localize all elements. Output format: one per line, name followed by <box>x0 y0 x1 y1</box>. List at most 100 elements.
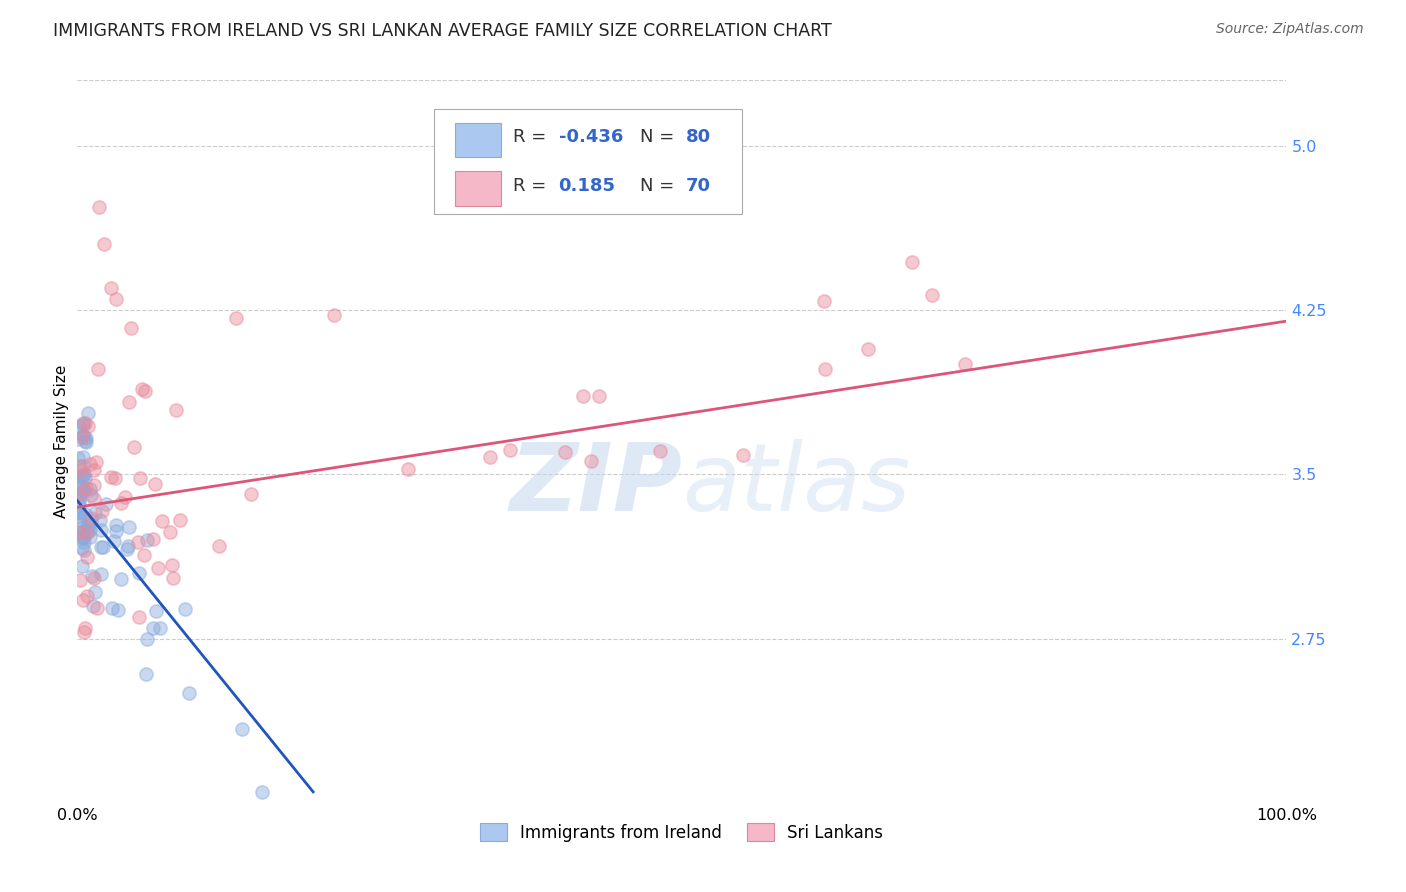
Point <box>150 514 173 528</box>
Point <box>66 432 89 446</box>
Point <box>72 459 94 474</box>
Point <box>90 540 112 554</box>
Point <box>100 470 122 484</box>
Point <box>69 470 91 484</box>
Point <box>84 455 107 469</box>
Point <box>149 621 172 635</box>
Point <box>70 430 93 444</box>
Point <box>136 632 159 646</box>
Text: Source: ZipAtlas.com: Source: ZipAtlas.com <box>1216 22 1364 37</box>
Point <box>70 521 93 535</box>
Point <box>80 568 103 582</box>
Text: R =: R = <box>513 128 551 146</box>
Point <box>83 463 105 477</box>
Point <box>67 524 90 539</box>
Point <box>90 566 112 581</box>
Point <box>581 454 603 468</box>
Point <box>90 504 112 518</box>
Point <box>83 477 105 491</box>
Point <box>96 497 118 511</box>
FancyBboxPatch shape <box>454 123 501 157</box>
Point <box>143 476 166 491</box>
Point <box>72 469 94 483</box>
Point <box>105 524 128 538</box>
Point <box>73 429 96 443</box>
Point <box>117 539 139 553</box>
Point <box>72 483 94 498</box>
Point <box>73 543 96 558</box>
Point <box>69 490 91 504</box>
Point <box>128 566 150 580</box>
Point <box>142 621 165 635</box>
Text: IMMIGRANTS FROM IRELAND VS SRI LANKAN AVERAGE FAMILY SIZE CORRELATION CHART: IMMIGRANTS FROM IRELAND VS SRI LANKAN AV… <box>53 22 832 40</box>
Point <box>76 524 98 539</box>
Point <box>84 585 107 599</box>
Point <box>80 513 103 527</box>
Point <box>100 281 122 295</box>
Point <box>103 534 125 549</box>
Point <box>396 462 419 476</box>
Point <box>69 513 91 527</box>
Point <box>84 506 107 520</box>
FancyBboxPatch shape <box>454 171 501 206</box>
Point <box>70 480 93 494</box>
Point <box>80 488 103 502</box>
Point <box>900 255 922 269</box>
Point <box>93 237 115 252</box>
Point <box>118 394 141 409</box>
Text: N =: N = <box>640 177 679 195</box>
Point <box>67 419 90 434</box>
Point <box>813 294 835 309</box>
Point <box>73 467 96 481</box>
Point <box>146 561 169 575</box>
Point <box>953 358 976 372</box>
Point <box>208 539 231 553</box>
Point <box>86 601 108 615</box>
Point <box>107 603 129 617</box>
Point <box>128 470 150 484</box>
Point <box>127 535 149 549</box>
Point <box>921 287 943 301</box>
Point <box>252 785 274 799</box>
Point <box>814 362 837 376</box>
Point <box>69 477 91 491</box>
Point <box>142 532 165 546</box>
Point <box>650 443 672 458</box>
Y-axis label: Average Family Size: Average Family Size <box>53 365 69 518</box>
Text: 80: 80 <box>686 128 710 146</box>
Point <box>169 513 191 527</box>
Point <box>72 529 94 543</box>
Point <box>72 418 94 433</box>
Point <box>73 621 96 635</box>
Point <box>499 442 522 457</box>
Point <box>110 573 132 587</box>
Text: 0.185: 0.185 <box>558 177 616 195</box>
Point <box>69 458 91 473</box>
Point <box>132 548 155 562</box>
Point <box>90 523 112 537</box>
Point <box>67 505 90 519</box>
Point <box>322 309 344 323</box>
Point <box>73 434 96 448</box>
Point <box>75 416 97 430</box>
Point <box>72 559 94 574</box>
Text: N =: N = <box>640 128 679 146</box>
Point <box>79 482 101 496</box>
Point <box>72 416 94 430</box>
Point <box>240 486 263 500</box>
Point <box>104 470 127 484</box>
Point <box>101 601 124 615</box>
Point <box>135 533 157 547</box>
Point <box>105 292 128 306</box>
Text: atlas: atlas <box>682 440 910 531</box>
Point <box>733 448 755 462</box>
Point <box>80 511 103 525</box>
Point <box>72 532 94 546</box>
Point <box>76 525 98 540</box>
Point <box>77 406 100 420</box>
Point <box>66 451 89 466</box>
Point <box>76 520 98 534</box>
Point <box>67 499 90 513</box>
Point <box>856 343 879 357</box>
Point <box>76 550 98 565</box>
